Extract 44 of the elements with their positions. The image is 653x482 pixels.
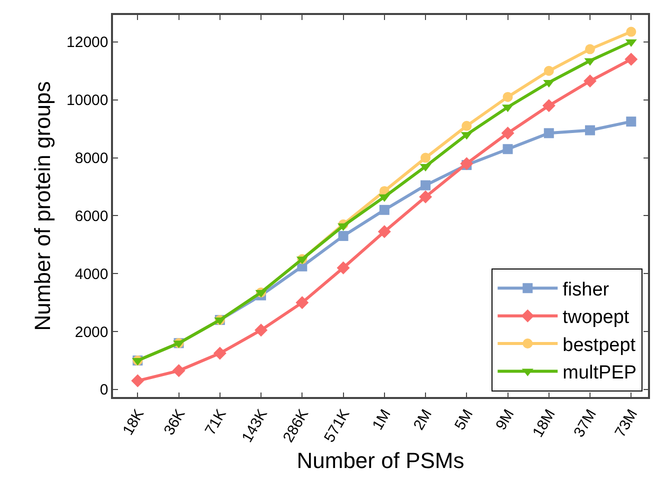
legend-label: multPEP (562, 362, 637, 384)
point (584, 74, 597, 88)
point (131, 374, 144, 388)
x-tick-label: 1M (369, 406, 394, 434)
point (544, 66, 554, 76)
y-tick-label: 4000 (74, 266, 108, 283)
legend-label: twopept (562, 307, 630, 328)
point (172, 364, 186, 378)
y-tick-label: 6000 (74, 208, 108, 225)
y-axis-title: Number of protein groups (30, 81, 55, 331)
point (420, 152, 431, 163)
point (501, 126, 514, 140)
x-tick-label: 2M (410, 406, 436, 434)
point (296, 296, 309, 310)
point (624, 52, 638, 66)
point (338, 230, 348, 241)
y-tick-label: 0 (100, 382, 108, 399)
x-tick-label: 9M (492, 406, 518, 434)
x-tick-label: 71K (202, 406, 230, 438)
x-axis-title: Number of PSMs (296, 448, 464, 473)
y-tick-label: 10000 (66, 92, 108, 110)
point (378, 225, 391, 238)
x-tick-label: 5M (451, 406, 477, 434)
point (254, 324, 268, 337)
point (502, 92, 513, 102)
point (419, 190, 432, 204)
point (544, 128, 554, 138)
point (585, 125, 596, 136)
y-tick-label: 2000 (74, 324, 108, 341)
point (502, 144, 513, 154)
point (460, 157, 474, 170)
point (462, 120, 472, 131)
y-tick-label: 12000 (66, 34, 108, 52)
legend-label: bestpept (562, 334, 636, 356)
legend-label: fisher (562, 280, 610, 301)
point (585, 44, 596, 54)
point (626, 26, 636, 37)
point (420, 180, 431, 190)
point (213, 346, 226, 360)
y-tick-label: 8000 (74, 150, 108, 168)
point (542, 99, 556, 112)
point (379, 204, 390, 215)
point (626, 116, 636, 127)
point (336, 261, 350, 274)
